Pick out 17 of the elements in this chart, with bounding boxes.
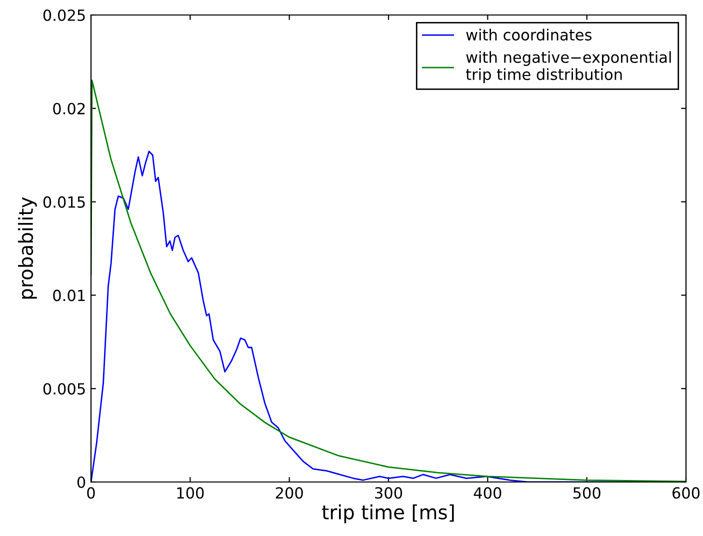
y-axis-title: probability: [18, 197, 37, 299]
x-tick-label: 500: [573, 487, 600, 499]
y-tick-label: 0.025: [43, 9, 85, 22]
legend-label: with negative−exponential trip time distribution: [466, 51, 671, 84]
y-tick-label: 0.02: [53, 102, 85, 114]
x-axis-title: trip time [ms]: [322, 504, 454, 524]
y-tick-label: 0.01: [53, 290, 85, 302]
y-tick-label: 0.005: [43, 383, 85, 395]
x-tick-label: 0: [87, 487, 95, 499]
x-tick-label: 600: [672, 487, 700, 499]
x-tick-label: 300: [375, 487, 402, 499]
x-tick-label: 100: [177, 487, 204, 499]
x-tick-label: 400: [474, 487, 502, 499]
x-tick-label: 200: [276, 487, 303, 499]
y-tick-label: 0.015: [43, 196, 85, 208]
legend-label: with coordinates: [466, 28, 592, 41]
y-tick-label: 0: [77, 476, 86, 488]
